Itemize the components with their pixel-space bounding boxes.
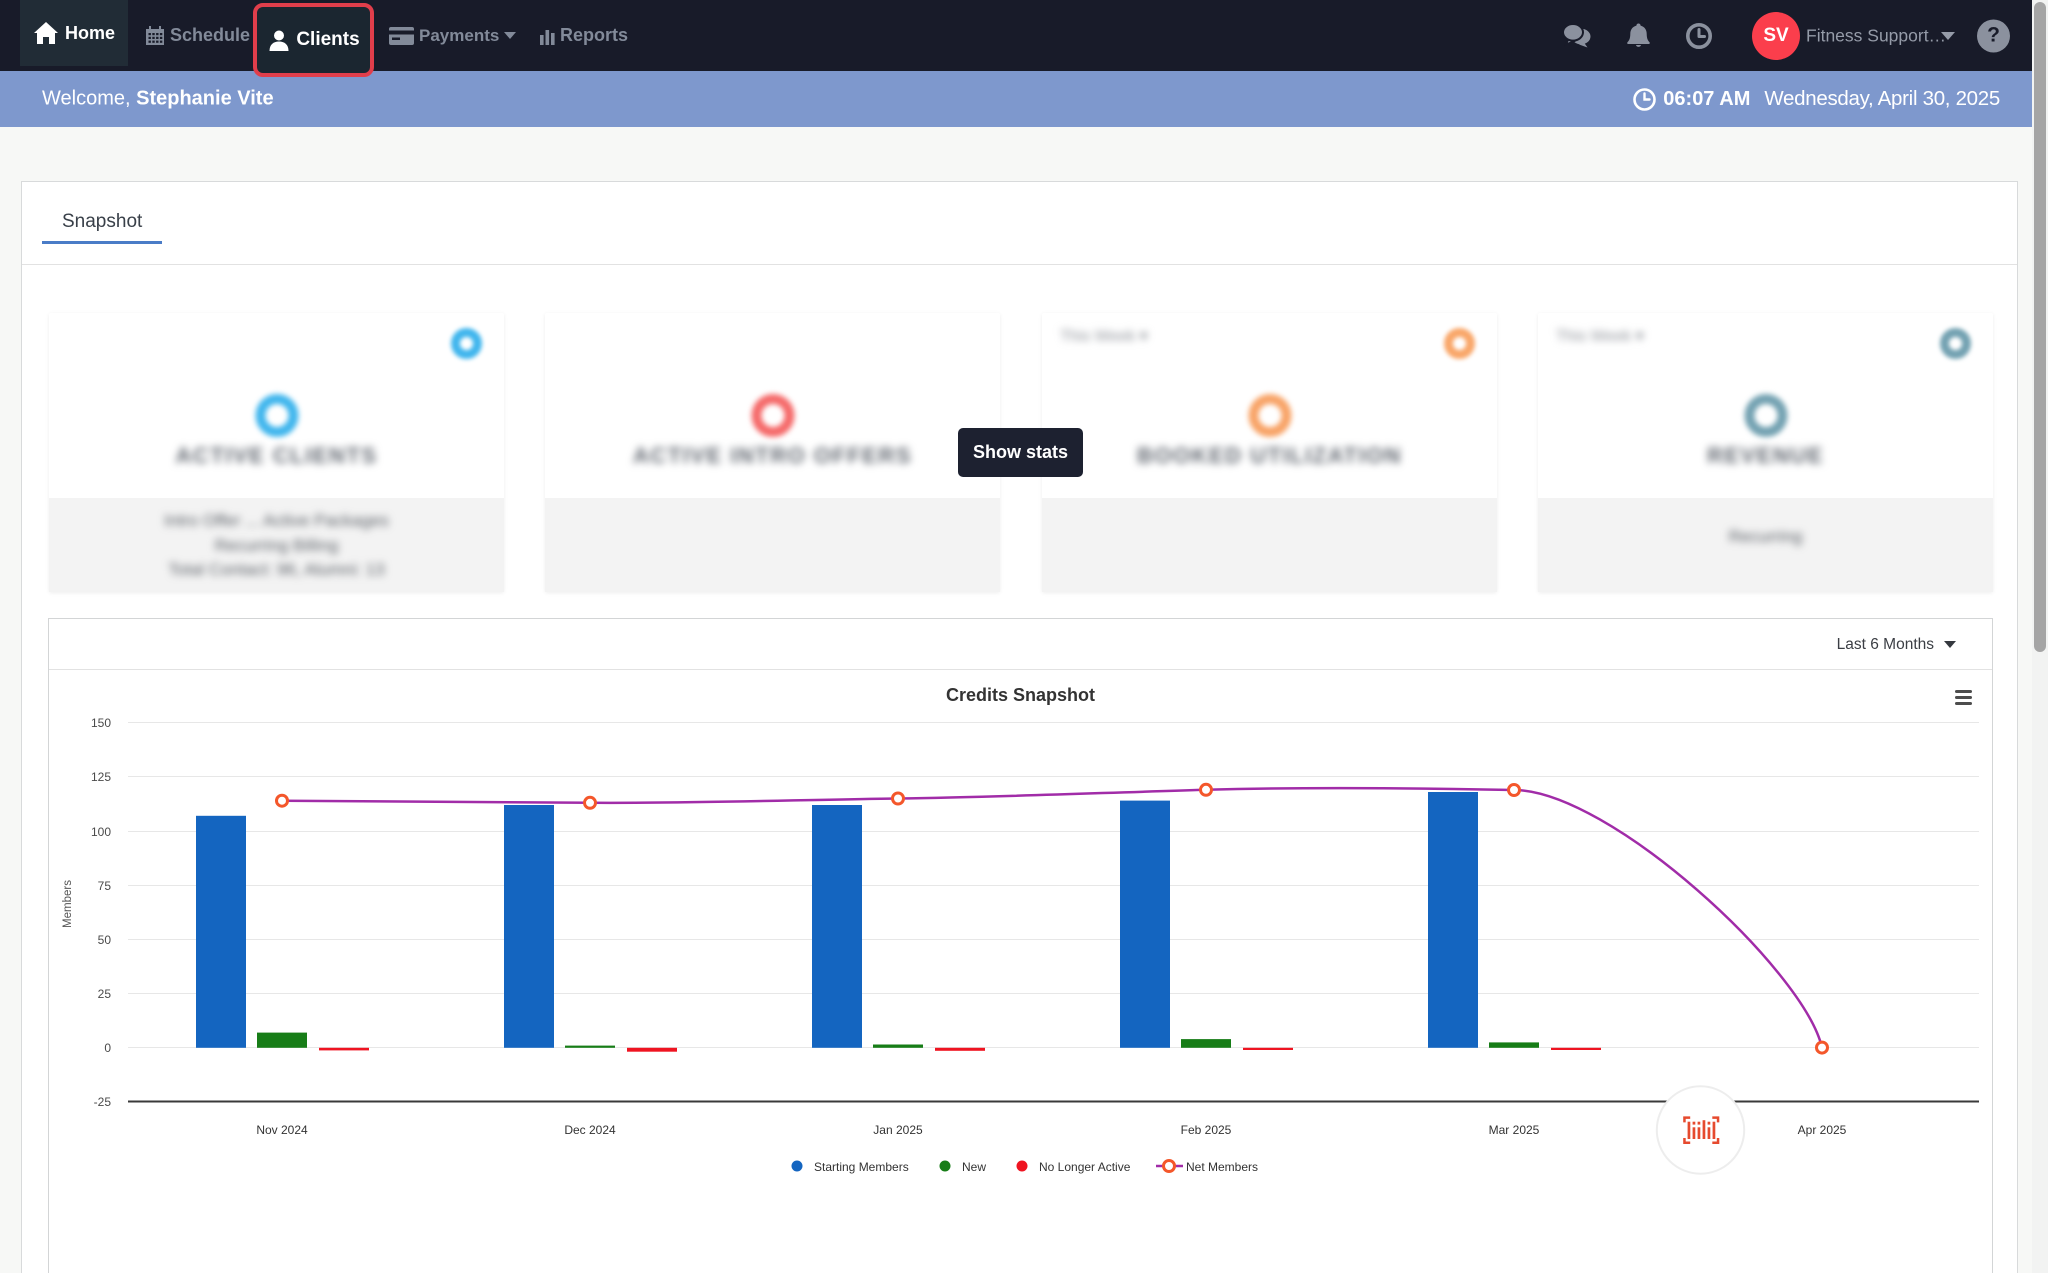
svg-text:Apr 2025: Apr 2025 bbox=[1798, 1123, 1847, 1137]
svg-text:25: 25 bbox=[98, 987, 112, 1001]
svg-text:150: 150 bbox=[91, 716, 111, 730]
svg-text:50: 50 bbox=[98, 933, 112, 947]
svg-text:New: New bbox=[962, 1160, 986, 1174]
svg-text:0: 0 bbox=[104, 1041, 111, 1055]
svg-text:Net Members: Net Members bbox=[1186, 1160, 1258, 1174]
svg-text:Mar 2025: Mar 2025 bbox=[1489, 1123, 1540, 1137]
svg-text:Starting Members: Starting Members bbox=[814, 1160, 909, 1174]
svg-text:No Longer Active: No Longer Active bbox=[1039, 1160, 1131, 1174]
svg-text:Members: Members bbox=[62, 880, 74, 928]
svg-text:Dec 2024: Dec 2024 bbox=[564, 1123, 616, 1137]
svg-text:Nov 2024: Nov 2024 bbox=[256, 1123, 308, 1137]
svg-text:Feb 2025: Feb 2025 bbox=[1181, 1123, 1232, 1137]
svg-text:125: 125 bbox=[91, 770, 111, 784]
svg-text:100: 100 bbox=[91, 825, 111, 839]
svg-text:-25: -25 bbox=[94, 1095, 112, 1109]
svg-text:75: 75 bbox=[98, 879, 112, 893]
svg-text:Jan 2025: Jan 2025 bbox=[873, 1123, 923, 1137]
